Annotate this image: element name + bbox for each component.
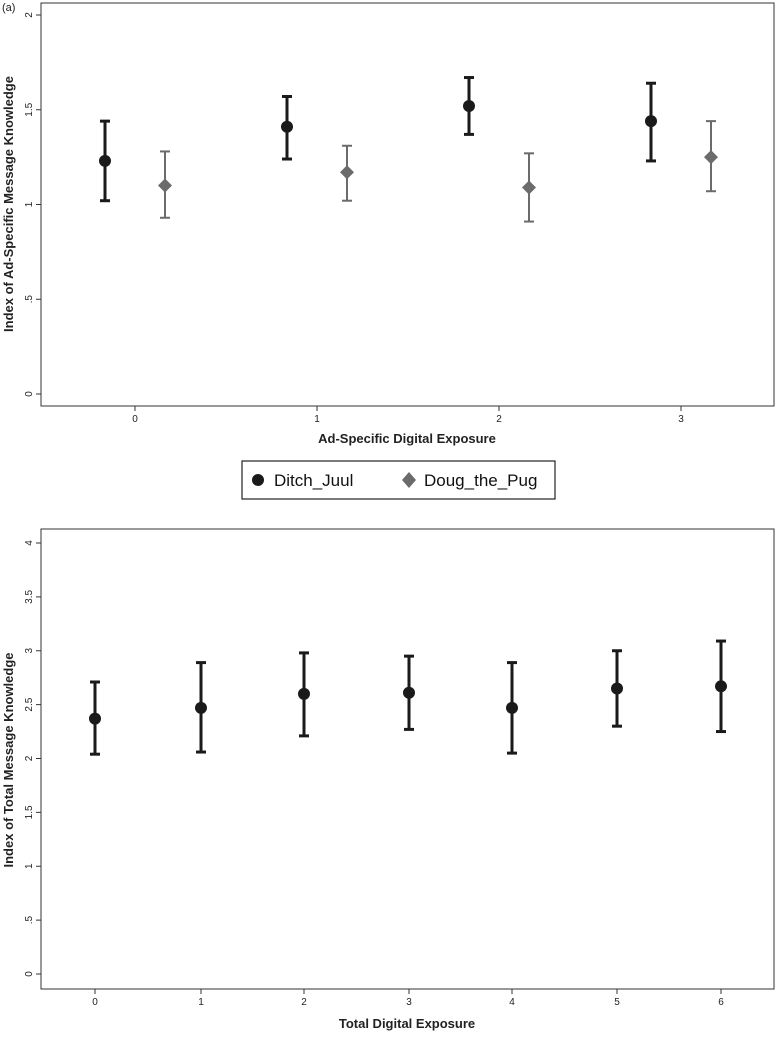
legend-marker-ditch-juul xyxy=(252,474,264,486)
x-tick-label: 4 xyxy=(509,997,515,1008)
y-axis-title: Index of Total Message Knowledge xyxy=(1,652,16,867)
legend-label-ditch-juul: Ditch_Juul xyxy=(274,471,353,490)
data-point xyxy=(158,178,172,193)
x-tick-label: 1 xyxy=(198,997,204,1008)
data-point xyxy=(506,701,518,714)
x-tick-label: 3 xyxy=(406,997,412,1008)
x-axis: 0 1 2 3 xyxy=(132,406,684,425)
y-tick-label: 3 xyxy=(24,648,35,654)
y-tick-label: 1 xyxy=(24,863,35,869)
panel-label: (a) xyxy=(2,2,15,14)
data-marks xyxy=(89,639,727,756)
data-point xyxy=(463,99,475,112)
y-tick-label: .5 xyxy=(24,295,35,304)
data-point xyxy=(403,686,415,699)
data-point xyxy=(298,687,310,700)
data-point xyxy=(522,180,536,195)
data-point xyxy=(99,154,111,167)
x-tick-label: 1 xyxy=(314,414,320,425)
data-point xyxy=(340,165,354,180)
legend-box xyxy=(241,460,556,500)
y-tick-label: 1 xyxy=(24,201,35,207)
data-point xyxy=(195,701,207,714)
chart-ad-specific: 0 .5 1 1.5 2 0 1 2 3 Ad-Specific Digital Exposu… xyxy=(1,2,775,446)
y-axis-title: Index of Ad-Specific Message Knowledge xyxy=(1,76,16,332)
y-tick-label: 2.5 xyxy=(24,697,35,711)
y-tick-label: 4 xyxy=(24,540,35,546)
y-tick-label: 2 xyxy=(24,12,35,18)
legend-label-doug-the-pug: Doug_the_Pug xyxy=(424,471,537,490)
y-tick-label: .5 xyxy=(24,916,35,925)
x-tick-label: 0 xyxy=(132,414,138,425)
x-tick-label: 3 xyxy=(678,414,684,425)
y-tick-label: 1.5 xyxy=(24,805,35,819)
y-axis: 0 .5 1 1.5 2 2.5 3 3.5 4 xyxy=(24,540,41,977)
plot-frame xyxy=(40,528,775,990)
data-point xyxy=(89,712,101,725)
data-point xyxy=(645,115,657,128)
legend-marker-doug-the-pug xyxy=(402,472,416,488)
data-point xyxy=(611,682,623,695)
x-axis: 0 1 2 3 4 5 6 xyxy=(92,989,724,1008)
y-tick-label: 1.5 xyxy=(24,102,35,116)
data-marks xyxy=(99,76,718,223)
x-axis-title: Ad-Specific Digital Exposure xyxy=(318,431,496,446)
x-axis-title: Total Digital Exposure xyxy=(339,1016,475,1031)
x-tick-label: 2 xyxy=(301,997,307,1008)
y-axis: 0 .5 1 1.5 2 xyxy=(24,12,41,397)
y-tick-label: 0 xyxy=(24,391,35,397)
y-tick-label: 2 xyxy=(24,755,35,761)
data-point xyxy=(281,120,293,133)
y-tick-label: 0 xyxy=(24,971,35,977)
plot-frame xyxy=(40,2,775,407)
x-tick-label: 0 xyxy=(92,997,98,1008)
data-point xyxy=(704,150,718,165)
x-tick-label: 6 xyxy=(718,997,724,1008)
x-tick-label: 5 xyxy=(614,997,620,1008)
chart-total: 0 .5 1 1.5 2 2.5 3 3.5 4 0 1 2 3 4 5 6 Total Digital E… xyxy=(1,528,775,1031)
data-point xyxy=(715,680,727,693)
legend: Ditch_Juul Doug_the_Pug xyxy=(241,460,556,500)
y-tick-label: 3.5 xyxy=(24,589,35,603)
x-tick-label: 2 xyxy=(496,414,502,425)
